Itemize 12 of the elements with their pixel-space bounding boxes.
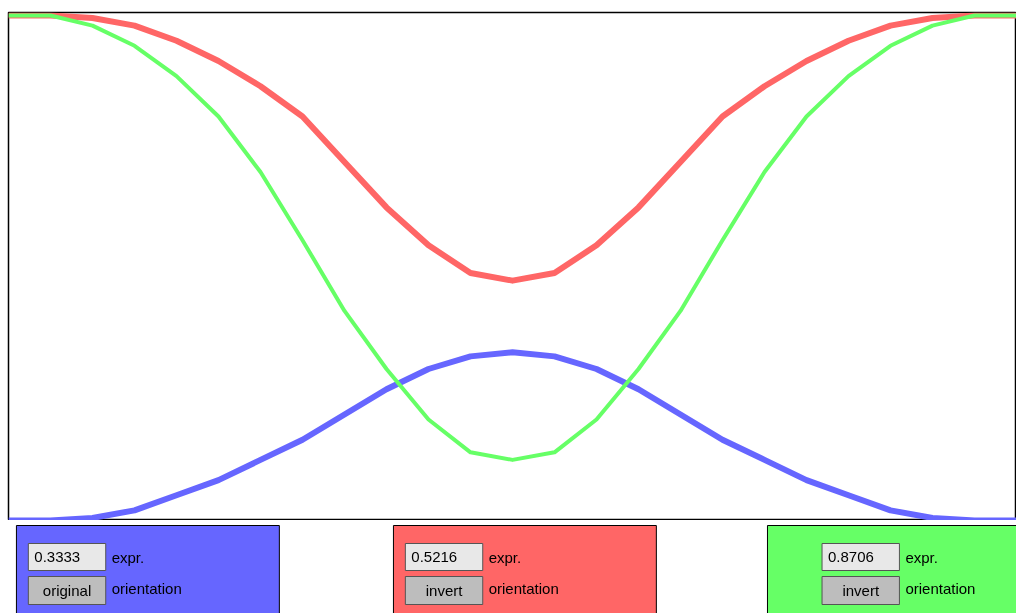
- text: expr.: [488, 549, 522, 566]
- text: 0.3333: [34, 548, 81, 565]
- text: orientation: [111, 580, 182, 597]
- text: 0.8706: [828, 548, 874, 565]
- text: expr.: [111, 549, 145, 566]
- text: original: [42, 582, 92, 599]
- text: invert: [842, 582, 880, 599]
- text: 0.5216: [411, 548, 458, 565]
- text: invert: [425, 582, 464, 599]
- text: orientation: [905, 580, 976, 597]
- text: orientation: [488, 580, 559, 597]
- text: expr.: [905, 549, 938, 566]
